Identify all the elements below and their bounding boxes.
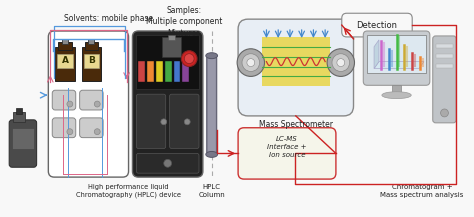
Polygon shape (374, 62, 424, 69)
Circle shape (440, 109, 448, 117)
FancyBboxPatch shape (9, 120, 36, 167)
Bar (436, 64, 453, 67)
Circle shape (67, 129, 73, 135)
Circle shape (332, 54, 350, 71)
Text: A: A (62, 56, 68, 65)
Circle shape (184, 54, 194, 64)
FancyBboxPatch shape (48, 31, 128, 177)
FancyBboxPatch shape (238, 128, 336, 179)
FancyBboxPatch shape (238, 19, 354, 116)
Bar (138, 61, 145, 82)
Text: High performance liquid
Chromatography (HPLC) device: High performance liquid Chromatography (… (76, 184, 181, 198)
Bar (392, 85, 401, 93)
Circle shape (184, 119, 190, 125)
FancyBboxPatch shape (137, 153, 199, 173)
Circle shape (242, 54, 260, 71)
Bar (436, 54, 453, 58)
FancyBboxPatch shape (52, 90, 76, 110)
Bar (173, 61, 181, 82)
Text: Chromatogram +
Mass spectrum analysis: Chromatogram + Mass spectrum analysis (380, 184, 464, 197)
FancyBboxPatch shape (170, 94, 199, 148)
Bar (62, 39, 68, 44)
Bar (82, 47, 101, 81)
Text: B: B (88, 56, 95, 65)
Circle shape (337, 59, 345, 67)
FancyBboxPatch shape (80, 90, 103, 110)
Bar (89, 39, 94, 44)
Polygon shape (374, 40, 379, 69)
Circle shape (182, 51, 197, 67)
Text: HPLC
Column: HPLC Column (198, 184, 225, 197)
FancyBboxPatch shape (433, 36, 456, 123)
FancyBboxPatch shape (132, 31, 203, 177)
Text: LC-MS
Interface +
Ion source: LC-MS Interface + Ion source (267, 136, 307, 158)
Bar (156, 61, 163, 82)
Circle shape (327, 49, 355, 76)
FancyBboxPatch shape (52, 118, 76, 138)
Bar (137, 35, 199, 89)
Bar (168, 35, 175, 40)
Bar (367, 35, 426, 73)
Bar (12, 128, 34, 150)
Circle shape (67, 101, 73, 107)
FancyBboxPatch shape (137, 94, 166, 148)
Text: Mass Spectrometer: Mass Spectrometer (259, 120, 333, 129)
Bar (16, 108, 22, 114)
Bar (436, 44, 453, 48)
Bar (262, 37, 330, 86)
Circle shape (164, 159, 172, 167)
Bar (83, 54, 99, 67)
Bar (58, 42, 72, 50)
Circle shape (247, 59, 255, 67)
Bar (57, 54, 73, 67)
FancyBboxPatch shape (363, 31, 430, 85)
Bar (165, 61, 172, 82)
Circle shape (237, 49, 264, 76)
Ellipse shape (382, 92, 411, 99)
FancyBboxPatch shape (342, 13, 412, 37)
Ellipse shape (206, 151, 218, 157)
Bar (55, 47, 75, 81)
Circle shape (161, 119, 167, 125)
FancyBboxPatch shape (207, 56, 217, 155)
Bar (162, 37, 182, 57)
Bar (84, 42, 98, 50)
Text: Solvents: mobile phase: Solvents: mobile phase (64, 14, 154, 23)
Circle shape (94, 101, 100, 107)
Bar (182, 61, 189, 82)
Bar (13, 112, 25, 122)
FancyBboxPatch shape (80, 118, 103, 138)
Ellipse shape (206, 53, 218, 59)
Bar (147, 61, 154, 82)
Text: Samples:
Multiple component
Mixtures: Samples: Multiple component Mixtures (146, 6, 222, 38)
Circle shape (94, 129, 100, 135)
Text: Detection: Detection (356, 21, 398, 30)
